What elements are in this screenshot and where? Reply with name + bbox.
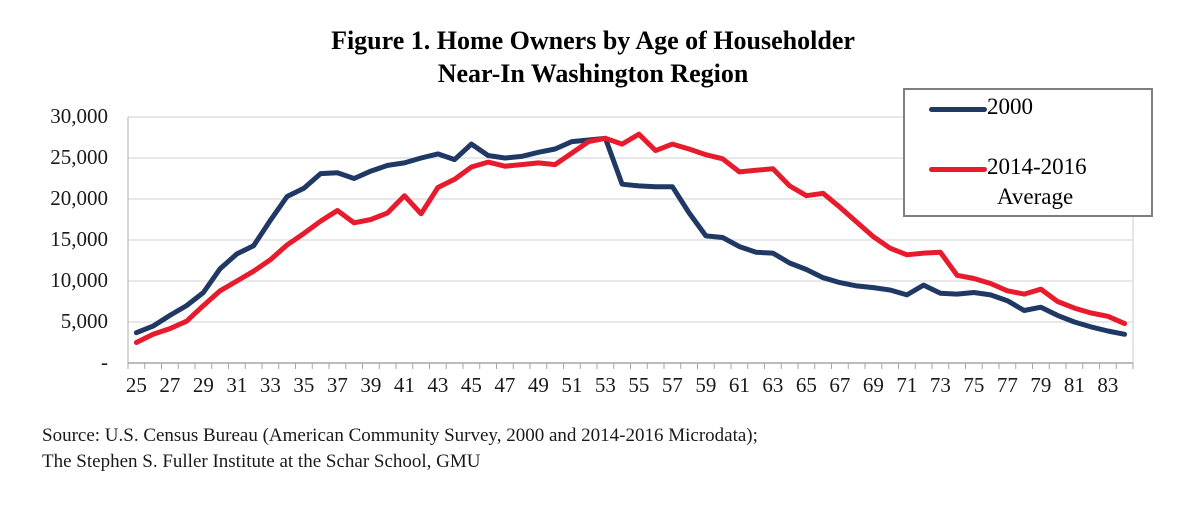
- legend-label-2014-2016-line1: 2014-2016: [987, 154, 1087, 179]
- legend-label-2000: 2000: [987, 94, 1033, 119]
- x-axis-label: 27: [159, 373, 181, 397]
- x-axis-label: 65: [795, 373, 817, 397]
- x-axis-label: 51: [561, 373, 583, 397]
- series-line-2014-2016-average: [133, 131, 1128, 345]
- x-axis-label: 31: [226, 373, 248, 397]
- x-axis-label: 73: [929, 373, 951, 397]
- source-note: Source: U.S. Census Bureau (American Com…: [42, 423, 758, 475]
- x-axis-label: 63: [762, 373, 784, 397]
- y-axis-label: 5,000: [60, 309, 108, 333]
- chart-title-line2: Near-In Washington Region: [437, 59, 749, 88]
- chart-title: Figure 1. Home Owners by Age of Househol…: [0, 24, 1186, 90]
- x-axis-label: 33: [259, 373, 281, 397]
- x-axis-label: 57: [661, 373, 683, 397]
- x-axis-label: 41: [393, 373, 415, 397]
- x-axis-label: 83: [1097, 373, 1119, 397]
- x-axis-label: 43: [427, 373, 449, 397]
- x-axis-label: 71: [896, 373, 918, 397]
- x-axis-label: 37: [326, 373, 348, 397]
- y-axis-label: 15,000: [50, 227, 108, 251]
- x-axis-label: 75: [963, 373, 985, 397]
- x-axis-label: 69: [862, 373, 884, 397]
- x-axis-label: 81: [1063, 373, 1085, 397]
- legend-swatch-2000: [929, 107, 987, 112]
- legend-label-2014-2016-average: 2014-2016 Average: [987, 152, 1087, 212]
- x-axis-label: 77: [996, 373, 1018, 397]
- x-axis-label: 79: [1030, 373, 1052, 397]
- series-line-2000: [133, 135, 1128, 337]
- legend-swatch-2014-2016-average: [929, 167, 987, 172]
- y-axis-label: 20,000: [50, 186, 108, 210]
- source-note-line2: The Stephen S. Fuller Institute at the S…: [42, 451, 481, 472]
- x-axis-label: 45: [460, 373, 482, 397]
- x-axis-label: 49: [527, 373, 549, 397]
- x-axis-label: 25: [125, 373, 147, 397]
- y-axis-label: -: [101, 350, 108, 374]
- source-note-line1: Source: U.S. Census Bureau (American Com…: [42, 425, 758, 446]
- x-axis-label: 61: [728, 373, 750, 397]
- x-axis-label: 59: [695, 373, 717, 397]
- chart-legend: 2000 2014-2016 Average: [903, 88, 1153, 217]
- x-axis-label: 53: [594, 373, 616, 397]
- y-axis-label: 10,000: [50, 268, 108, 292]
- x-axis-label: 35: [293, 373, 315, 397]
- y-axis-label: 30,000: [50, 104, 108, 128]
- chart-title-line1: Figure 1. Home Owners by Age of Househol…: [331, 26, 855, 55]
- y-axis-label: 25,000: [50, 145, 108, 169]
- x-axis-label: 39: [360, 373, 382, 397]
- legend-label-average-line2: Average: [997, 184, 1074, 209]
- x-axis-label: 29: [192, 373, 214, 397]
- x-axis-label: 47: [494, 373, 516, 397]
- x-axis-label: 55: [628, 373, 650, 397]
- x-axis-label: 67: [829, 373, 851, 397]
